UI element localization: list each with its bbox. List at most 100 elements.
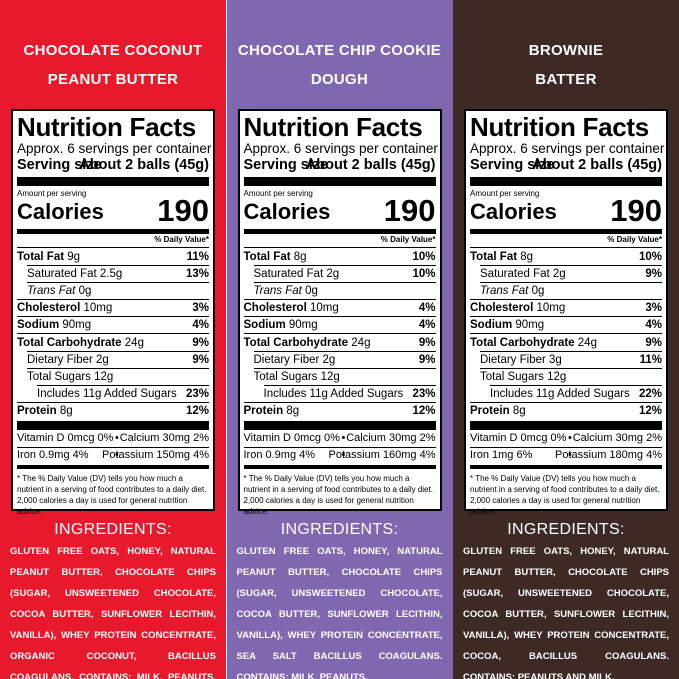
bar — [470, 229, 662, 234]
product-title: BROWNIE — [528, 42, 604, 59]
serving-size: About 2 balls (45g) — [305, 157, 436, 173]
daily-value: 9% — [645, 336, 662, 349]
rule — [243, 247, 436, 248]
rule — [470, 447, 662, 448]
nutrient-row: Trans Fat 0g — [244, 283, 436, 299]
product-panel: CHOCOLATE COCONUT PEANUT BUTTER Nutrition … — [0, 0, 226, 679]
nutrient-name: Total Sugars — [480, 370, 544, 383]
product-title: BATTER — [535, 71, 597, 88]
rule — [480, 265, 662, 266]
nutrient-row: Total Carbohydrate 24g 9% — [17, 335, 209, 351]
rule — [17, 333, 209, 335]
label-heading: Nutrition Facts — [470, 112, 649, 142]
bar — [17, 177, 209, 186]
amount-per-serving: Amount per serving — [17, 189, 87, 198]
daily-value: 13% — [185, 268, 209, 281]
bullet: • — [568, 432, 572, 444]
daily-value: 9% — [418, 336, 436, 349]
label-heading: Nutrition Facts — [243, 112, 423, 142]
rule — [253, 350, 436, 352]
daily-value: 10% — [412, 268, 436, 281]
rule — [470, 247, 662, 248]
nutrient-name: Saturated Fat — [253, 268, 324, 281]
serving-size: About 2 balls (45g) — [79, 157, 209, 173]
vitamin: Calcium 30mg 2% — [119, 432, 209, 444]
bar — [243, 421, 436, 430]
bar — [17, 465, 209, 469]
nutrient-amount: 10mg — [83, 302, 113, 315]
daily-value: 23% — [412, 387, 436, 400]
nutrient-name: Cholesterol — [243, 302, 307, 315]
nutrient-name: Sodium — [17, 319, 60, 332]
nutrient-row: Total Sugars 12g — [470, 369, 662, 385]
calories-label: Calories — [17, 199, 104, 224]
daily-value: 9% — [645, 268, 662, 281]
daily-value: 3% — [645, 302, 662, 315]
servings: Approx. 6 servings per container — [470, 141, 665, 156]
nutrient-name: Saturated Fat — [480, 268, 550, 281]
rule — [470, 333, 662, 335]
nutrient-row: Saturated Fat 2g 9% — [470, 266, 662, 282]
daily-value: 4% — [418, 319, 436, 332]
nutrient-name: Protein — [243, 404, 284, 417]
ingredients: GLUTEN FREE OATS, HONEY, NATURAL PEANUT … — [236, 546, 443, 679]
product-title: PEANUT BUTTER — [47, 71, 179, 88]
bar — [470, 465, 662, 469]
nutrient-name: Protein — [17, 404, 57, 417]
rule — [243, 333, 436, 335]
nutrient-amount: 12g — [94, 370, 114, 383]
footnote: * The % Daily Value (DV) tells you how m… — [470, 474, 660, 516]
nutrient-row: Trans Fat 0g — [470, 283, 662, 299]
serving-size-label: Serving size — [243, 157, 329, 173]
calories: 190 — [610, 193, 662, 228]
serving-size: About 2 balls (45g) — [532, 157, 662, 173]
bar — [470, 421, 662, 430]
nutrient-row: Includes 11g Added Sugars 23% — [244, 386, 436, 402]
product-panel: CHOCOLATE CHIP COOKIE DOUGH Nutrition Fact… — [226, 0, 453, 679]
nutrient-row: Total Fat 8g 10% — [244, 249, 436, 265]
rule — [480, 367, 662, 369]
nutrient-name: Total Sugars — [27, 370, 91, 383]
nutrition-label: Nutrition Facts Approx. 6 servings per co… — [464, 109, 668, 516]
rule — [243, 316, 436, 318]
nutrient-row: Protein 8g 12% — [244, 403, 436, 419]
rule — [253, 282, 436, 284]
nutrient-amount: 24g — [124, 336, 144, 349]
nutrient-name: Sodium — [243, 319, 286, 332]
nutrition-label: Nutrition Facts Approx. 6 servings per co… — [11, 109, 215, 516]
product-title: CHOCOLATE CHIP COOKIE — [237, 42, 442, 59]
nutrient-row: Cholesterol 10mg 3% — [17, 300, 209, 316]
rule — [243, 299, 436, 301]
nutrient-amount: 2.5g — [99, 268, 123, 281]
nutrient-name: Total Sugars — [253, 370, 318, 383]
nutrient-name: Includes 11g Added Sugars — [37, 387, 177, 400]
daily-value: 11% — [186, 251, 209, 263]
serving-size-label: Serving size — [17, 157, 102, 173]
nutrient-amount: 8g — [293, 251, 307, 263]
nutrient-amount: 2g — [322, 353, 336, 366]
nutrient-amount: 8g — [512, 404, 526, 417]
nutrient-row: Dietary Fiber 2g 9% — [244, 352, 436, 368]
rule — [253, 265, 436, 266]
rule — [470, 401, 662, 403]
vitamin: Iron 1mg 6% — [470, 449, 533, 461]
nutrient-name: Total Carbohydrate — [17, 336, 122, 349]
nutrient-name: Total Carbohydrate — [243, 336, 349, 349]
daily-value: 10% — [412, 251, 436, 263]
rule — [37, 384, 209, 386]
nutrient-row: Total Carbohydrate 24g 9% — [244, 335, 436, 351]
daily-value: 9% — [418, 353, 436, 366]
serving-size-label: Serving size — [470, 157, 555, 173]
nutrient-row: Sodium 90mg 4% — [244, 317, 436, 333]
nutrient-row: Cholesterol 10mg 3% — [470, 300, 662, 316]
rule — [27, 367, 209, 369]
rule — [27, 265, 209, 266]
vitamin: Potassium 160mg 4% — [328, 449, 436, 461]
vitamin: Potassium 150mg 4% — [102, 449, 209, 461]
nutrient-amount: 10mg — [309, 302, 339, 315]
daily-value: 23% — [185, 387, 209, 400]
nutrient-row: Total Fat 9g 11% — [17, 249, 209, 265]
nutrient-name: Cholesterol — [17, 302, 81, 315]
vitamin: Potassium 180mg 4% — [555, 449, 662, 461]
